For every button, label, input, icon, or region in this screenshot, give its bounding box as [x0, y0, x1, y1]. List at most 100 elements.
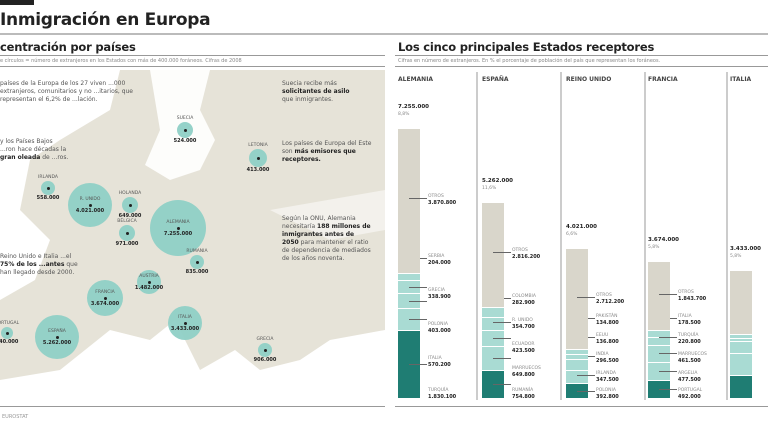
segment-label: ITALIA — [678, 314, 692, 319]
page-title: Inmigración en Europa — [0, 10, 211, 30]
bubble-label: ESPAÑA — [48, 329, 66, 334]
segment-label: OTROS — [428, 194, 444, 200]
bubble-value: 4.021.000 — [75, 208, 105, 214]
leader-line — [409, 198, 427, 200]
bar-segment — [566, 370, 588, 384]
bubble-label: AUSTRIA — [139, 274, 159, 279]
header-bar — [0, 0, 34, 5]
bubble-dot — [176, 226, 180, 230]
segment-value: 354.700 — [512, 324, 535, 330]
segment-label: PORTUGAL — [678, 388, 703, 393]
bar-segment — [482, 317, 504, 331]
chart-subtitle: Cifras en número de extranjeros. En % el… — [398, 58, 661, 64]
segment-label: OTROS — [512, 248, 528, 254]
note-5: Según la ONU, Alemania necesitaría 188 m… — [282, 215, 371, 262]
bubble-label: LETONIA — [248, 143, 268, 148]
divider — [0, 55, 385, 56]
column-percent: 5,8% — [648, 245, 660, 251]
bubble-dot — [46, 186, 50, 190]
segment-value: 296.500 — [596, 358, 619, 364]
segment-value: 1.830.100 — [428, 394, 457, 400]
bubble-dot — [195, 260, 199, 264]
segment-value: 220.800 — [678, 339, 701, 345]
bubble-dot — [183, 321, 187, 325]
bar-segment — [398, 329, 420, 398]
bubble-label: GRECIA — [256, 337, 274, 342]
leader-line — [577, 375, 595, 376]
bar-segment — [482, 202, 504, 307]
segment-value: 3.870.800 — [428, 200, 457, 207]
bar-segment — [566, 383, 588, 398]
section-title-map: centración por países — [0, 40, 136, 54]
column-name: REINO UNIDO — [566, 76, 612, 83]
segment-value: 392.800 — [596, 394, 619, 400]
bar-segment — [648, 261, 670, 330]
leader-line — [577, 296, 595, 298]
segment-label: INDIA — [596, 352, 609, 357]
leader-line — [659, 370, 677, 372]
bubble-value: 906.000 — [253, 357, 277, 363]
note-1: países de la Europa de los 27 viven ...0… — [0, 80, 133, 103]
segment-value: 423.500 — [512, 348, 535, 354]
bubble-dot — [88, 203, 92, 207]
column-divider — [564, 72, 646, 400]
bubble-label: ITALIA — [178, 315, 192, 320]
segment-value: 347.500 — [596, 377, 619, 383]
bar-segment — [566, 359, 588, 371]
divider — [0, 33, 768, 35]
leader-line — [493, 252, 511, 254]
column-name: ESPAÑA — [482, 76, 509, 83]
segment-value: 1.843.700 — [678, 295, 707, 302]
bar-segment — [398, 308, 420, 330]
column-percent: 11,6% — [482, 186, 497, 192]
leader-line — [493, 338, 511, 340]
segment-value: 570.200 — [428, 362, 451, 368]
column-total: 3.433.000 — [730, 246, 761, 253]
bubble-label: HOLANDA — [118, 191, 142, 196]
bar-segment — [730, 333, 752, 338]
segment-label: IRLANDA — [596, 371, 616, 376]
bubble-dot — [128, 203, 132, 207]
segment-label: PAKISTÁN — [596, 314, 618, 319]
bubble-dot — [103, 296, 107, 300]
segment-value: 461.500 — [678, 358, 701, 364]
segment-label: SERBIA — [428, 254, 445, 259]
column-percent: 6,6% — [566, 232, 578, 238]
segment-value: 477.500 — [678, 377, 701, 383]
divider — [395, 66, 768, 67]
bubble-value: 1.482.000 — [134, 285, 164, 291]
segment-label: MARRUECOS — [512, 366, 541, 371]
leader-line — [659, 353, 677, 355]
leader-line — [659, 337, 677, 338]
column-total: 3.674.000 — [648, 237, 679, 244]
column-name: ALEMANIA — [398, 76, 434, 83]
note-6: Reino Unido e Italia ...el 75% de los ..… — [0, 253, 78, 276]
bar-segment — [648, 329, 670, 337]
bubble-label: BÉLGICA — [117, 219, 137, 224]
segment-value: 2.816.200 — [512, 254, 541, 261]
leader-line — [659, 293, 677, 295]
divider — [395, 55, 768, 56]
divider — [395, 406, 768, 407]
divider — [0, 406, 385, 407]
bubble-value: 440.000 — [0, 339, 19, 345]
bar-segment — [482, 306, 504, 318]
leader-line — [493, 322, 511, 323]
bar-segment — [730, 341, 752, 353]
bubble-label: ALEMANIA — [166, 220, 190, 225]
segment-label: OTROS — [678, 289, 694, 295]
leader-line — [493, 357, 511, 359]
bubble-label: PORTUGAL — [0, 321, 20, 326]
divider — [0, 66, 385, 67]
bubble-label: RUMANIA — [186, 249, 208, 254]
bar-segment — [730, 352, 752, 375]
bar-segment — [566, 354, 588, 360]
bubble-value: 7.255.000 — [163, 231, 193, 237]
bar-segment — [398, 280, 420, 294]
segment-label: TURQUÍA — [678, 333, 699, 338]
bubble-value: 835.000 — [185, 269, 209, 275]
segment-label: OTROS — [596, 292, 612, 298]
bubble-dot — [125, 231, 129, 235]
leader-line — [409, 318, 427, 320]
bubble-dot — [55, 335, 59, 339]
